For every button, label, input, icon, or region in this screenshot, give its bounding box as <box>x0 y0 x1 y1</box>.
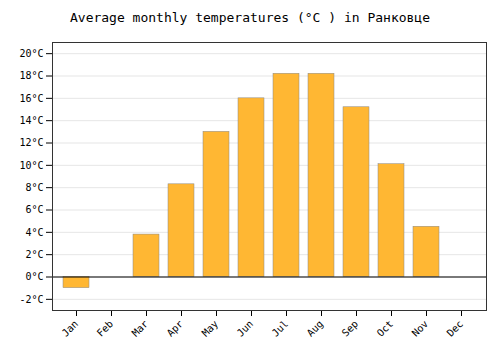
svg-text:-2°C: -2°C <box>19 294 43 305</box>
svg-text:0°C: 0°C <box>25 271 43 282</box>
svg-text:4°C: 4°C <box>25 227 43 238</box>
svg-text:Aug: Aug <box>305 318 326 339</box>
svg-text:14°C: 14°C <box>19 115 43 126</box>
svg-text:8°C: 8°C <box>25 182 43 193</box>
svg-text:16°C: 16°C <box>19 93 43 104</box>
svg-text:Jan: Jan <box>60 318 81 339</box>
svg-text:Apr: Apr <box>165 318 186 339</box>
svg-text:12°C: 12°C <box>19 137 43 148</box>
svg-text:Jun: Jun <box>235 318 256 339</box>
svg-text:Nov: Nov <box>410 318 431 339</box>
html-text:Average monthly temperatures (: Average monthly temperatures (°C ) in Ра… <box>70 10 430 25</box>
svg-text:18°C: 18°C <box>19 70 43 81</box>
svg-text:Sep: Sep <box>340 318 361 339</box>
svg-text:Jul: Jul <box>270 318 291 339</box>
svg-text:20°C: 20°C <box>19 48 43 59</box>
svg-text:Mar: Mar <box>130 318 151 339</box>
svg-text:2°C: 2°C <box>25 249 43 260</box>
svg-text:Oct: Oct <box>375 318 396 339</box>
svg-text:Dec: Dec <box>445 318 466 339</box>
svg-text:Feb: Feb <box>95 318 116 339</box>
svg-text:10°C: 10°C <box>19 160 43 171</box>
svg-text:May: May <box>200 318 221 339</box>
svg-text:6°C: 6°C <box>25 204 43 215</box>
